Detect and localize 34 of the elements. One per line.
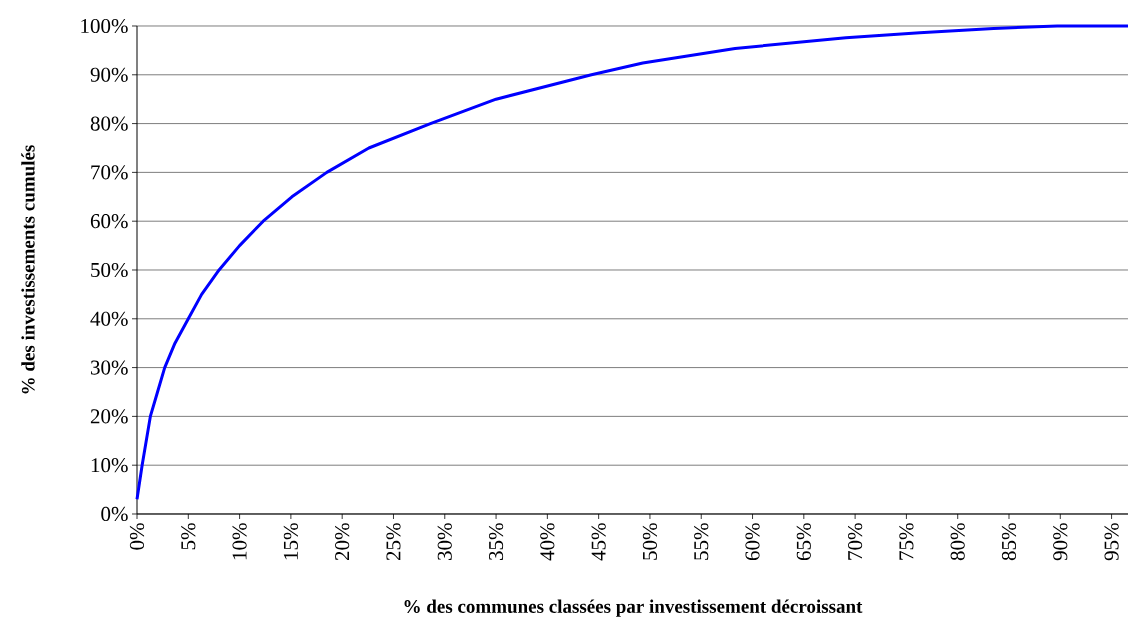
x-tick-label: 30%	[437, 523, 452, 561]
line-series	[135, 24, 1130, 501]
x-tick-label: 35%	[488, 523, 504, 561]
x-tick-label: 0%	[129, 523, 145, 550]
y-tick-label: 80%	[90, 116, 128, 131]
y-tick-label: 40%	[90, 311, 128, 326]
y-tick-label: 50%	[91, 262, 128, 278]
x-tick-label: 50%	[642, 523, 658, 560]
y-tick-label: 30%	[90, 360, 128, 375]
x-tick-label: 5%	[181, 523, 196, 550]
x-tick-label: 60%	[745, 523, 760, 561]
x-tick-label: 85%	[1001, 523, 1017, 561]
y-tick-label: 10%	[91, 458, 128, 473]
x-tick-label: 55%	[694, 523, 709, 560]
y-tick-label: 100%	[81, 18, 128, 34]
y-axis-title: % des investissements cumulés	[21, 145, 35, 394]
x-tick-label: 45%	[591, 523, 606, 561]
x-tick-label: 95%	[1104, 523, 1119, 561]
x-tick-label: 20%	[335, 523, 350, 561]
x-tick-label: 25%	[386, 523, 401, 561]
y-tick-label: 90%	[90, 67, 128, 82]
y-tick-label: 70%	[91, 165, 128, 180]
y-tick-label: 60%	[90, 214, 128, 229]
y-tick-label: 20%	[90, 409, 128, 424]
x-axis-title: % des communes classées par investissement décroissant	[404, 599, 863, 617]
x-tick-label: 80%	[950, 523, 965, 561]
x-tick-label: 40%	[540, 523, 555, 561]
x-tick-label: 10%	[232, 523, 247, 560]
y-tick-label: 0%	[101, 506, 128, 522]
x-tick-label: 75%	[899, 523, 914, 560]
x-tick-label: 15%	[283, 523, 299, 560]
x-tick-label: 65%	[796, 523, 811, 561]
x-tick-label: 90%	[1053, 523, 1068, 561]
x-tick-label: 70%	[848, 523, 863, 560]
